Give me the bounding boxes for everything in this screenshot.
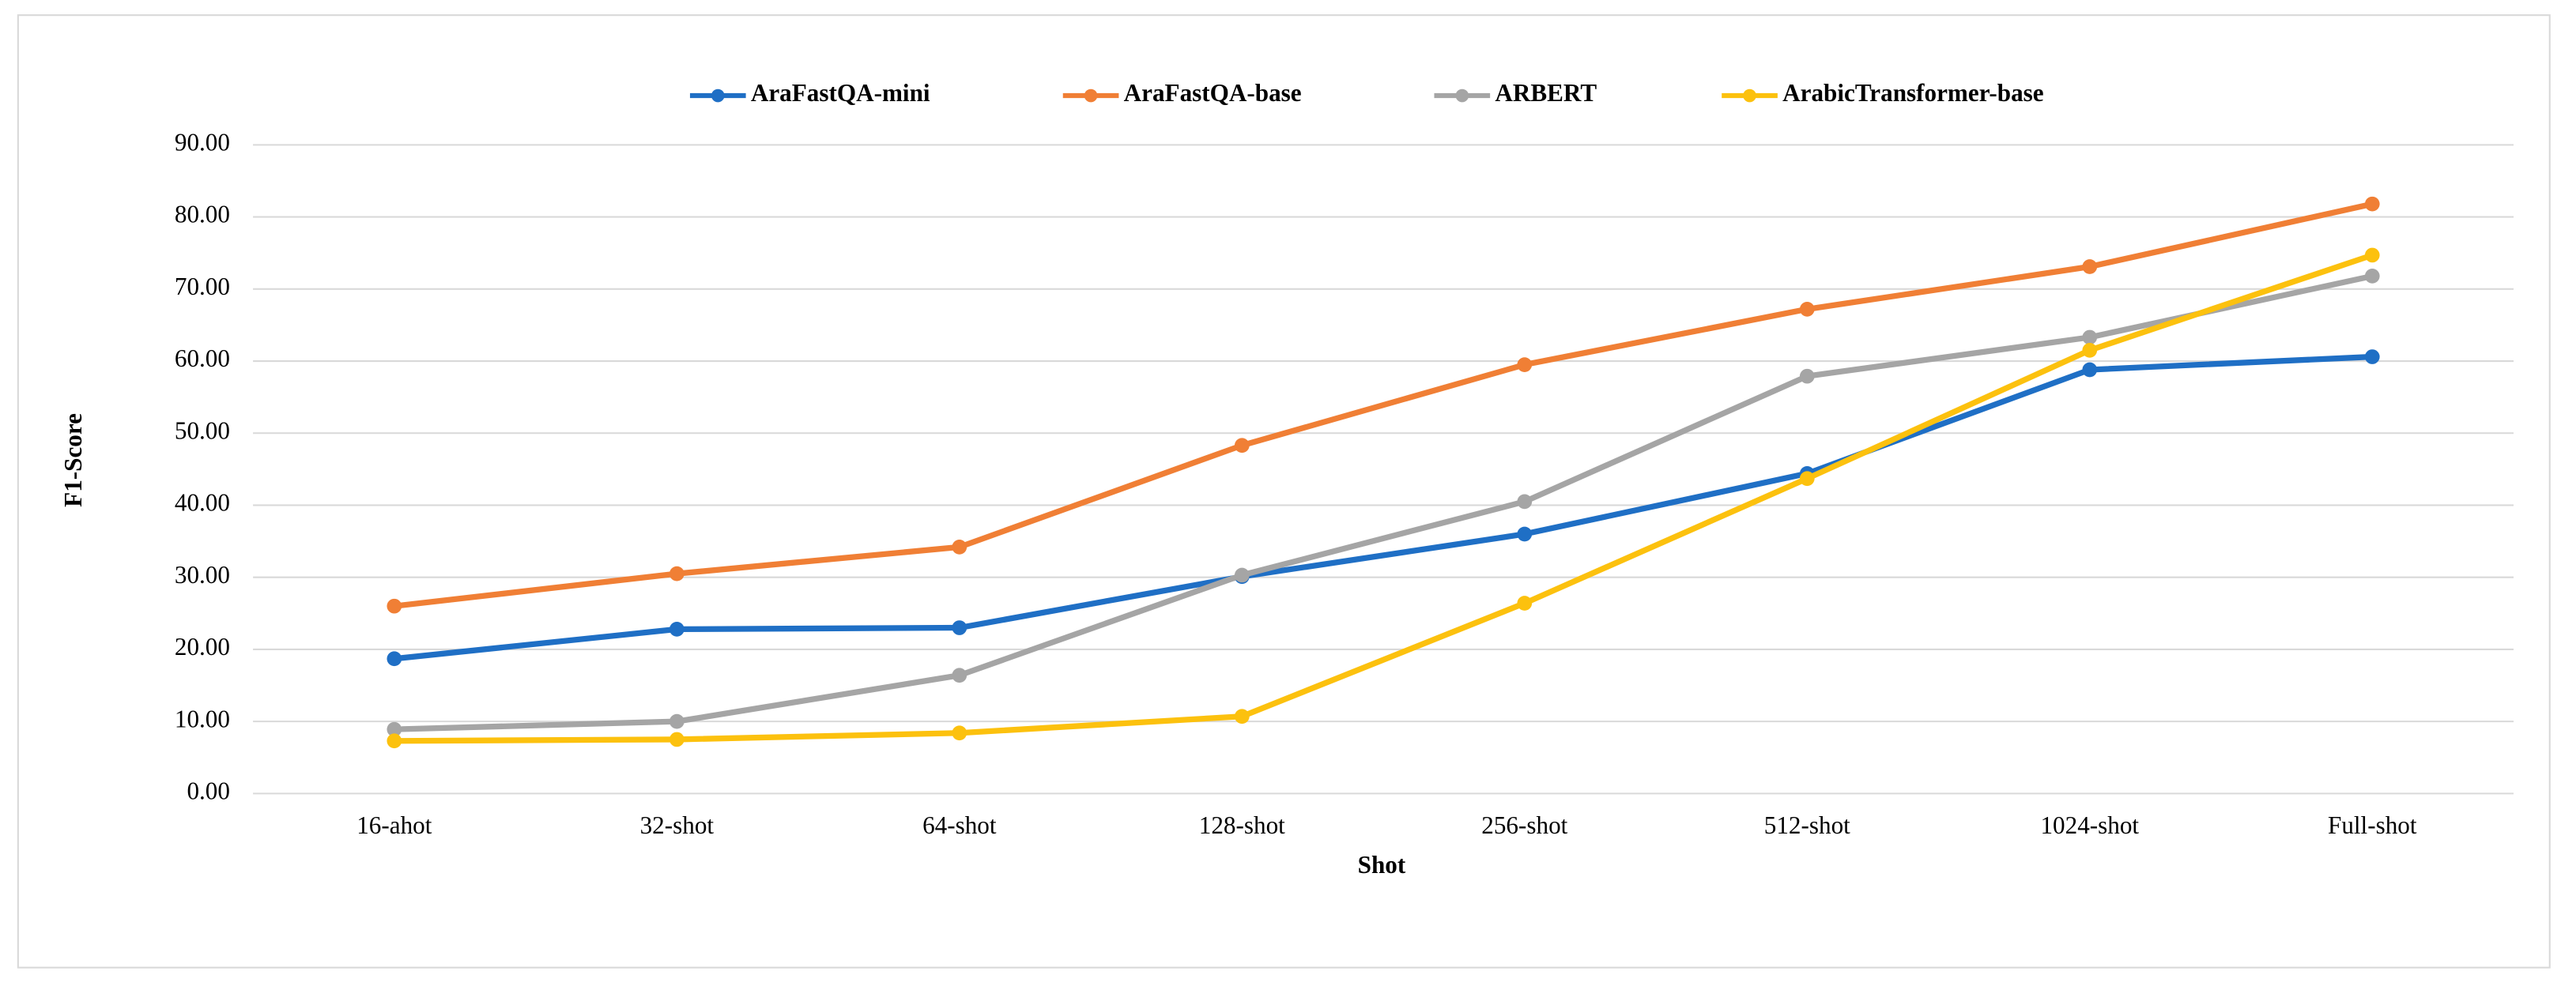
data-point: [1517, 494, 1533, 510]
x-tick-label: 512-shot: [1764, 811, 1850, 839]
data-point: [387, 733, 402, 749]
data-point: [952, 668, 967, 683]
y-tick-label: 70.00: [175, 273, 230, 300]
legend-label: AraFastQA-mini: [751, 79, 930, 107]
data-point: [2364, 349, 2380, 364]
y-tick-label: 10.00: [175, 705, 230, 732]
series-line: [394, 201, 2374, 609]
data-point: [2082, 329, 2098, 345]
legend-marker: [1084, 88, 1098, 103]
data-point: [387, 598, 402, 614]
data-point: [2364, 269, 2380, 284]
legend-label: AraFastQA-base: [1124, 79, 1302, 107]
y-tick-label: 90.00: [175, 129, 230, 156]
y-tick-label: 0.00: [187, 777, 230, 805]
y-tick-label: 80.00: [175, 201, 230, 228]
x-tick-label: 128-shot: [1199, 811, 1285, 839]
data-point: [387, 651, 402, 667]
data-point: [669, 713, 685, 729]
data-point: [1799, 301, 1815, 317]
data-point: [1799, 471, 1815, 487]
legend-marker: [1455, 88, 1469, 103]
series-line: [394, 353, 2373, 662]
y-tick-label: 30.00: [175, 561, 230, 589]
data-point: [952, 620, 967, 635]
y-tick-label: 20.00: [175, 633, 230, 660]
x-tick-label: 16-ahot: [356, 811, 432, 839]
y-tick-label: 50.00: [175, 416, 230, 444]
x-tick-label: 1024-shot: [2040, 811, 2139, 839]
data-point: [1517, 596, 1533, 611]
data-point: [2082, 362, 2098, 378]
data-point: [669, 566, 685, 581]
y-tick-label: 40.00: [175, 489, 230, 517]
x-axis-title: Shot: [1358, 851, 1406, 879]
data-point: [387, 721, 402, 737]
data-point: [1517, 526, 1533, 542]
data-point: [1234, 567, 1250, 583]
x-tick-label: 256-shot: [1481, 811, 1567, 839]
data-point: [2364, 247, 2380, 263]
y-tick-label: 60.00: [175, 344, 230, 372]
data-point: [669, 622, 685, 637]
series-line: [394, 273, 2374, 732]
data-point: [1517, 357, 1533, 372]
x-tick-label: 64-shot: [922, 811, 997, 839]
legend-marker: [1743, 88, 1756, 103]
legend-label: ArabicTransformer-base: [1782, 79, 2044, 107]
legend-label: ARBERT: [1495, 79, 1597, 107]
y-axis-title: F1-Score: [59, 413, 87, 507]
chart-frame: [17, 14, 2551, 969]
data-point: [2364, 196, 2380, 212]
data-point: [1234, 438, 1250, 453]
x-tick-label: 32-shot: [640, 811, 715, 839]
x-tick-label: Full-shot: [2328, 811, 2417, 839]
data-point: [1799, 368, 1815, 384]
legend-marker: [711, 88, 725, 103]
data-point: [2082, 259, 2098, 274]
data-point: [952, 725, 967, 741]
data-point: [952, 540, 967, 555]
data-point: [2082, 342, 2098, 358]
data-point: [1234, 709, 1250, 724]
series-line: [394, 252, 2374, 744]
data-point: [669, 732, 685, 747]
